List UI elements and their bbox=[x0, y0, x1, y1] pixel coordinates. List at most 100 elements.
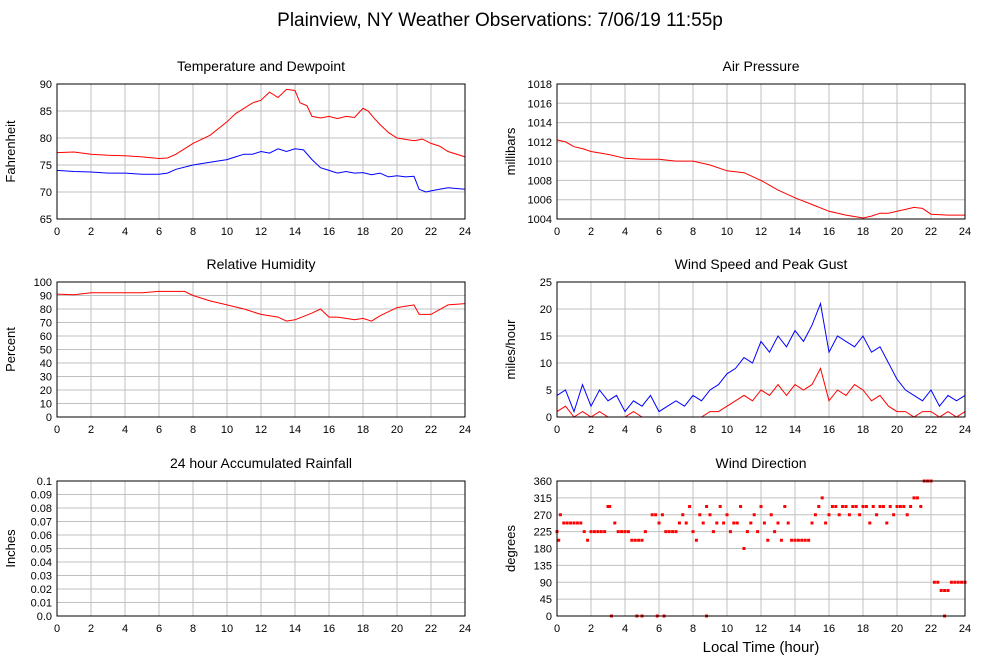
y-tick-label: 60 bbox=[40, 331, 52, 343]
data-point bbox=[841, 505, 845, 508]
data-point bbox=[919, 505, 923, 508]
x-tick-label: 24 bbox=[959, 623, 971, 635]
x-tick-label: 14 bbox=[289, 424, 301, 436]
x-tick-label: 8 bbox=[690, 424, 696, 436]
y-tick-label: 40 bbox=[40, 358, 52, 370]
y-tick-label: 90 bbox=[40, 79, 52, 91]
y-tick-label: 0.06 bbox=[31, 530, 52, 542]
x-tick-label: 6 bbox=[156, 424, 162, 436]
data-point bbox=[728, 530, 732, 534]
x-tick-label: 6 bbox=[156, 623, 162, 635]
x-tick-label: 12 bbox=[255, 623, 267, 635]
y-tick-label: 65 bbox=[40, 214, 52, 226]
data-point bbox=[956, 580, 960, 584]
x-tick-label: 20 bbox=[891, 424, 903, 436]
y-tick-label: 70 bbox=[40, 318, 52, 330]
y-tick-label: 10 bbox=[540, 358, 552, 370]
data-point bbox=[837, 513, 841, 517]
y-tick-label: 20 bbox=[40, 385, 52, 397]
data-point bbox=[796, 538, 800, 542]
data-point bbox=[915, 496, 919, 500]
data-point bbox=[939, 589, 943, 592]
y-tick-label: 1008 bbox=[528, 175, 552, 187]
x-tick-label: 22 bbox=[425, 424, 437, 436]
x-tick-label: 4 bbox=[122, 623, 128, 635]
x-tick-label: 14 bbox=[789, 226, 801, 238]
data-point bbox=[711, 530, 715, 534]
data-point bbox=[820, 496, 824, 500]
plot-frame bbox=[556, 83, 966, 220]
y-tick-label: 20 bbox=[540, 304, 552, 316]
data-point bbox=[858, 513, 862, 517]
data-point bbox=[657, 521, 661, 525]
y-tick-label: 75 bbox=[40, 160, 52, 172]
data-point bbox=[885, 521, 889, 525]
chart-title: Wind Speed and Peak Gust bbox=[675, 256, 848, 272]
x-tick-label: 6 bbox=[656, 424, 662, 436]
y-tick-label: 0.03 bbox=[31, 571, 52, 583]
data-point bbox=[739, 505, 743, 508]
x-tick-label: 0 bbox=[54, 424, 60, 436]
x-tick-label: 0 bbox=[54, 623, 60, 635]
x-tick-label: 2 bbox=[88, 623, 94, 635]
x-tick-label: 12 bbox=[255, 424, 267, 436]
y-tick-label: 1012 bbox=[528, 137, 552, 149]
x-tick-label: 16 bbox=[323, 623, 335, 635]
x-tick-label: 12 bbox=[755, 424, 767, 436]
y-tick-label: 0.0 bbox=[37, 611, 52, 623]
data-point bbox=[558, 513, 562, 517]
y-tick-label: 1010 bbox=[528, 156, 552, 168]
data-point bbox=[575, 521, 579, 525]
x-tick-label: 2 bbox=[588, 226, 594, 238]
data-point bbox=[790, 538, 794, 542]
data-point bbox=[895, 505, 899, 508]
data-point bbox=[688, 505, 692, 508]
chart-title: Relative Humidity bbox=[207, 256, 316, 272]
y-axis-label: Percent bbox=[3, 327, 18, 372]
x-tick-label: 14 bbox=[289, 623, 301, 635]
x-tick-label: 14 bbox=[289, 226, 301, 238]
data-point bbox=[592, 530, 596, 534]
data-point bbox=[640, 538, 644, 542]
y-tick-label: 180 bbox=[534, 544, 552, 556]
data-point bbox=[698, 513, 702, 517]
data-point bbox=[557, 538, 561, 542]
x-tick-label: 8 bbox=[690, 226, 696, 238]
y-tick-label: 360 bbox=[534, 476, 552, 488]
y-tick-label: 80 bbox=[40, 304, 52, 316]
data-point bbox=[864, 505, 868, 508]
x-tick-label: 24 bbox=[459, 623, 471, 635]
data-point bbox=[643, 530, 647, 534]
data-point bbox=[664, 530, 668, 534]
plot-frame bbox=[56, 83, 466, 220]
x-tick-label: 10 bbox=[721, 226, 733, 238]
y-tick-label: 0 bbox=[46, 412, 52, 424]
data-point bbox=[902, 505, 906, 508]
data-point bbox=[596, 530, 600, 534]
data-point bbox=[708, 513, 712, 517]
y-tick-label: 0.05 bbox=[31, 544, 52, 556]
y-tick-label: 70 bbox=[40, 187, 52, 199]
data-point bbox=[684, 521, 688, 525]
data-point bbox=[620, 530, 624, 534]
data-point bbox=[633, 538, 637, 542]
y-tick-label: 10 bbox=[40, 399, 52, 411]
series-line-1 bbox=[556, 139, 965, 219]
chart-temp: 0 2 4 6 8 10 12 14 16 18 20 22 24657075808590Tempera… bbox=[3, 58, 471, 238]
x-tick-label: 4 bbox=[122, 424, 128, 436]
x-tick-label: 2 bbox=[88, 424, 94, 436]
page-title: Plainview, NY Weather Observations: 7/06… bbox=[277, 10, 723, 31]
x-tick-label: 18 bbox=[857, 623, 869, 635]
y-tick-label: 25 bbox=[540, 277, 552, 289]
x-tick-label: 18 bbox=[857, 424, 869, 436]
data-point bbox=[752, 513, 756, 517]
x-tick-label: 8 bbox=[690, 623, 696, 635]
data-point bbox=[759, 505, 763, 508]
y-tick-label: 90 bbox=[540, 577, 552, 589]
x-tick-label: 12 bbox=[755, 623, 767, 635]
x-tick-label: 0 bbox=[554, 424, 560, 436]
y-tick-label: 0.04 bbox=[31, 557, 52, 569]
x-tick-label: 24 bbox=[959, 226, 971, 238]
data-point bbox=[613, 521, 617, 525]
x-tick-label: 6 bbox=[156, 226, 162, 238]
